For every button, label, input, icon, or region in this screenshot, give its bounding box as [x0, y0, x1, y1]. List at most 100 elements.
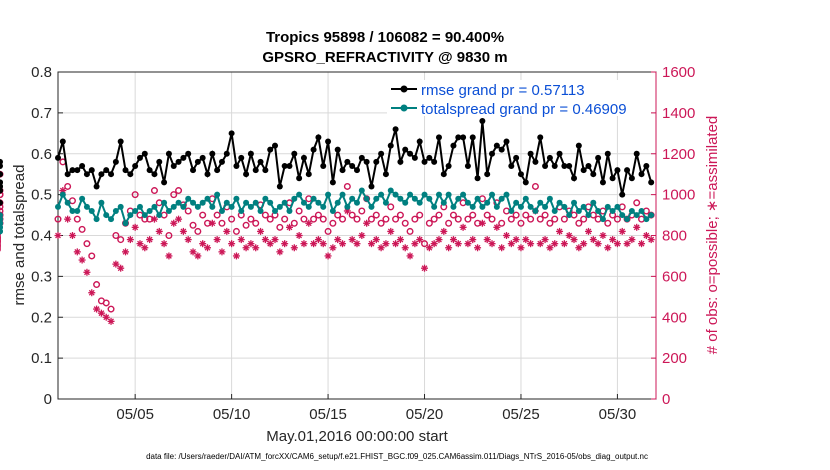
possible-point: [425, 219, 433, 227]
rmse-line: [57, 121, 653, 195]
assimilated-point: [319, 240, 327, 248]
totalspread-point: [233, 195, 240, 202]
rmse-point: [132, 163, 139, 170]
rmse-point: [262, 167, 269, 174]
possible-point: [252, 219, 260, 227]
totalspread-point: [484, 199, 491, 206]
possible-point: [435, 211, 443, 219]
possible-point: [517, 219, 525, 227]
totalspread-point: [300, 199, 307, 206]
totalspread-point: [537, 199, 544, 206]
totalspread-point: [571, 199, 578, 206]
rmse-point: [407, 150, 414, 157]
rmse-point: [267, 146, 274, 153]
rmse-point: [460, 134, 467, 141]
possible-point: [522, 211, 530, 219]
possible-point: [551, 215, 559, 223]
assimilated-point: [252, 244, 260, 252]
assimilated-point: [68, 232, 76, 239]
totalspread-point: [344, 203, 351, 210]
rmse-point: [513, 154, 520, 161]
rmse-point: [445, 163, 452, 170]
possible-point: [406, 227, 414, 235]
totalspread-point: [633, 212, 640, 219]
rmse-point: [55, 154, 61, 161]
rmse-point: [498, 146, 505, 153]
totalspread-point: [585, 212, 592, 219]
assimilated-point: [517, 244, 525, 252]
assimilated-point: [580, 240, 588, 248]
totalspread-point: [397, 195, 404, 202]
left-tick-label-8: 0.8: [31, 64, 52, 81]
possible-point: [613, 215, 621, 223]
totalspread-point: [590, 199, 597, 206]
rmse-point: [358, 154, 365, 161]
possible-point: [78, 225, 86, 233]
assimilated-point: [628, 236, 636, 244]
totalspread-point: [329, 207, 336, 214]
possible-point: [575, 219, 583, 227]
right-tick-label-0: 0: [662, 391, 670, 408]
assimilated-point: [638, 240, 646, 248]
assimilated-point: [73, 248, 81, 256]
possible-point: [247, 215, 255, 223]
assimilated-point: [64, 215, 72, 223]
rmse-point: [69, 167, 76, 174]
totalspread-point: [339, 191, 346, 198]
assimilated-point: [179, 227, 187, 235]
rmse-point: [0, 187, 3, 194]
totalspread-point: [450, 203, 457, 210]
possible-point: [184, 207, 192, 215]
assimilated-point: [194, 252, 202, 260]
totalspread-point: [440, 199, 447, 206]
rmse-point: [522, 179, 529, 186]
rmse-point: [223, 150, 230, 157]
rmse-point: [489, 150, 496, 157]
possible-point: [102, 299, 110, 307]
assimilated-point: [78, 256, 86, 264]
assimilated-point: [599, 232, 607, 239]
assimilated-point: [493, 223, 501, 231]
left-axis-label: rmse and totalspread: [11, 165, 28, 306]
rmse-point: [382, 171, 389, 178]
rmse-point: [595, 154, 602, 161]
totalspread-point: [469, 203, 476, 210]
totalspread-point: [69, 207, 76, 214]
assimilated-point: [613, 240, 621, 248]
possible-point: [295, 207, 303, 215]
rmse-point: [296, 175, 303, 182]
possible-point: [242, 221, 250, 229]
totalspread-point: [402, 199, 409, 206]
possible-point: [0, 207, 4, 215]
possible-point: [64, 182, 72, 190]
possible-point: [112, 231, 120, 239]
totalspread-point: [170, 203, 177, 210]
totalspread-point: [0, 220, 3, 227]
assimilated-point: [348, 236, 356, 244]
assimilated-point: [107, 317, 115, 325]
assimilated-point: [281, 240, 289, 248]
assimilated-point: [363, 219, 371, 227]
totalspread-point: [354, 199, 360, 206]
bottom-tick-label-0: 05/05: [116, 406, 154, 423]
totalspread-point: [175, 199, 182, 206]
totalspread-point: [276, 203, 283, 210]
assimilated-point: [184, 236, 192, 244]
totalspread-point: [517, 203, 524, 210]
possible-point: [218, 219, 226, 227]
totalspread-point: [527, 203, 534, 210]
footer-data-file: data file: /Users/raeder/DAI/ATM_forcXX/…: [146, 452, 648, 461]
rmse-point: [74, 167, 81, 174]
assimilated-point: [411, 240, 419, 248]
possible-point: [189, 221, 197, 229]
assimilated-point: [189, 248, 197, 256]
rmse-point: [363, 158, 370, 165]
rmse-point: [334, 146, 341, 153]
totalspread-point: [88, 207, 95, 214]
chart-title: Tropics 95898 / 106082 = 90.400%: [266, 29, 504, 46]
totalspread-point: [551, 207, 558, 214]
totalspread-point: [508, 207, 515, 214]
assimilated-point: [170, 219, 178, 227]
bottom-tick-label-2: 05/15: [309, 406, 347, 423]
totalspread-point: [513, 199, 520, 206]
